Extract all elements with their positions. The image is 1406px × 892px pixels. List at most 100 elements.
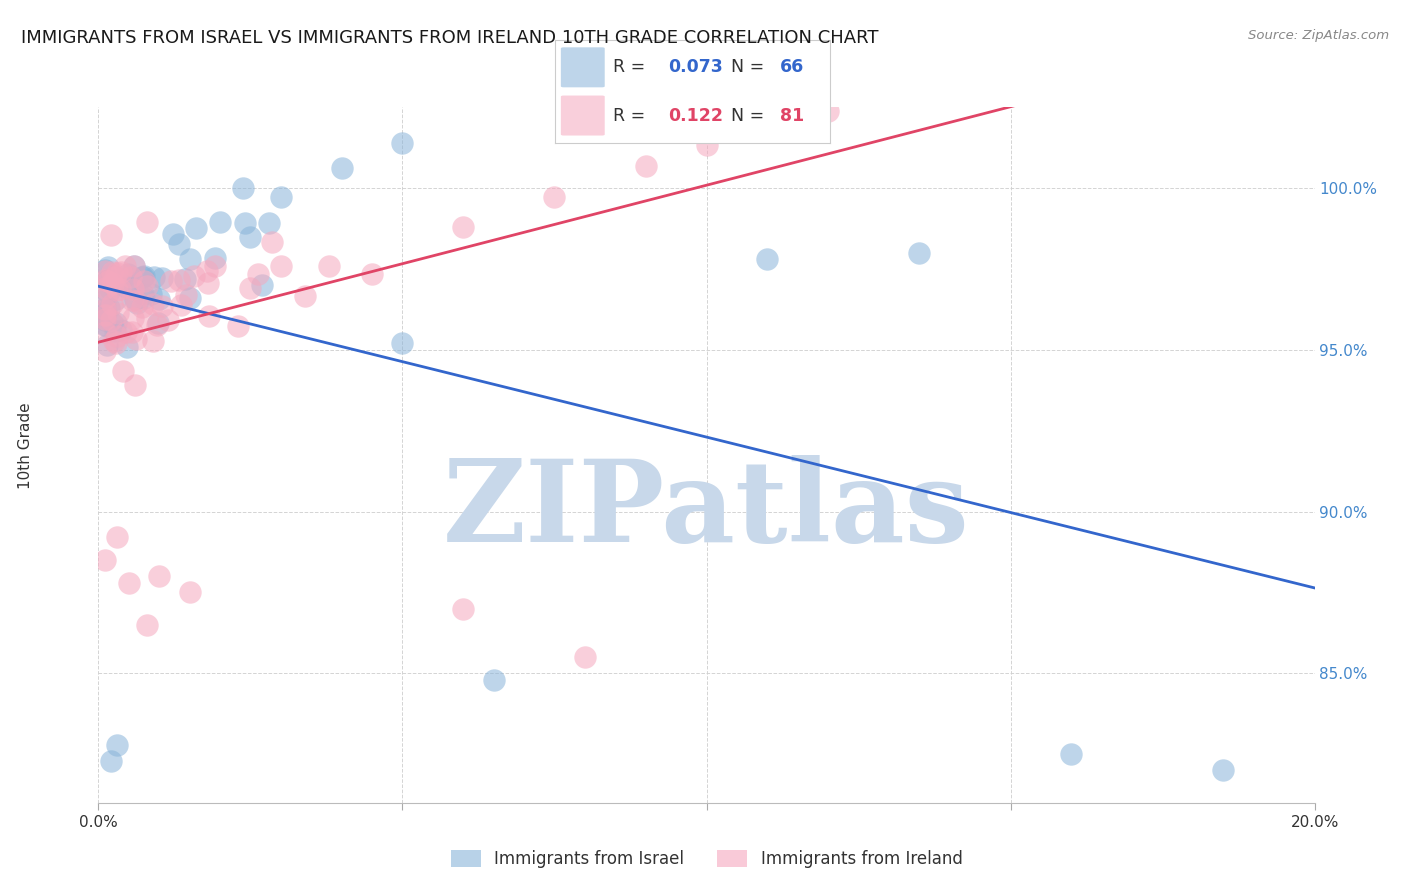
Point	[100, 313, 122, 327]
Point	[115, 340, 138, 354]
Point	[257, 217, 280, 231]
Point	[97, 272, 120, 286]
Point	[111, 364, 134, 378]
Point	[122, 259, 145, 273]
Point	[110, 272, 132, 286]
Point	[167, 237, 190, 252]
Point	[103, 334, 125, 348]
Point	[1182, 0, 1205, 9]
Point	[100, 227, 122, 242]
Point	[1060, 31, 1083, 45]
Point	[482, 673, 505, 687]
Point	[132, 287, 155, 301]
Point	[125, 333, 148, 347]
Text: 66: 66	[780, 58, 804, 77]
Point	[101, 297, 124, 311]
Point	[183, 269, 205, 284]
Point	[117, 267, 139, 281]
Point	[270, 190, 292, 204]
Point	[179, 252, 201, 267]
Point	[239, 230, 262, 244]
Point	[233, 216, 256, 230]
Point	[148, 569, 170, 583]
Point	[93, 281, 115, 295]
Point	[93, 302, 115, 317]
Point	[817, 104, 839, 119]
Point	[170, 298, 193, 312]
Point	[125, 296, 148, 310]
Point	[270, 259, 292, 273]
Point	[93, 263, 115, 277]
Point	[162, 227, 184, 241]
Point	[260, 235, 283, 249]
Point	[195, 264, 218, 278]
Point	[115, 280, 138, 294]
Point	[232, 181, 254, 195]
Point	[93, 343, 115, 358]
Point	[105, 738, 128, 752]
Point	[97, 274, 120, 288]
Point	[142, 334, 165, 348]
Point	[100, 754, 122, 768]
Point	[93, 308, 115, 322]
Point	[136, 279, 159, 293]
Point	[239, 281, 262, 295]
Point	[122, 310, 145, 325]
Point	[543, 190, 565, 204]
Point	[634, 159, 657, 173]
Point	[143, 270, 166, 285]
Point	[105, 317, 128, 331]
Text: N =: N =	[731, 58, 769, 77]
Point	[93, 312, 115, 326]
Point	[150, 299, 173, 313]
Point	[361, 267, 384, 281]
Point	[122, 282, 145, 296]
Point	[93, 553, 115, 567]
Point	[100, 276, 122, 290]
Point	[167, 273, 190, 287]
Point	[107, 306, 129, 320]
Point	[125, 294, 148, 309]
Point	[104, 324, 127, 338]
Point	[100, 265, 122, 279]
Point	[939, 68, 962, 82]
Text: IMMIGRANTS FROM ISRAEL VS IMMIGRANTS FROM IRELAND 10TH GRADE CORRELATION CHART: IMMIGRANTS FROM ISRAEL VS IMMIGRANTS FRO…	[21, 29, 879, 46]
Point	[114, 260, 136, 274]
Point	[174, 272, 197, 286]
Point	[179, 585, 201, 599]
FancyBboxPatch shape	[561, 47, 605, 87]
Point	[146, 318, 169, 332]
Point	[197, 310, 219, 324]
Point	[93, 301, 115, 316]
Point	[104, 336, 127, 351]
Point	[121, 277, 143, 291]
Point	[110, 282, 132, 296]
Point	[93, 272, 115, 286]
Point	[107, 266, 129, 280]
Point	[131, 270, 153, 285]
Legend: Immigrants from Israel, Immigrants from Ireland: Immigrants from Israel, Immigrants from …	[444, 843, 969, 874]
Text: R =: R =	[613, 106, 651, 125]
Point	[120, 270, 142, 285]
Point	[247, 267, 270, 281]
Point	[93, 318, 115, 332]
Point	[93, 325, 115, 339]
Point	[97, 285, 120, 300]
Point	[134, 291, 156, 305]
Text: 10th Grade: 10th Grade	[18, 402, 32, 490]
Point	[94, 290, 117, 304]
Point	[105, 531, 128, 545]
Point	[160, 274, 183, 288]
Text: 0.122: 0.122	[668, 106, 723, 125]
Point	[122, 260, 145, 274]
Point	[908, 245, 931, 260]
Point	[157, 313, 180, 327]
Point	[136, 617, 159, 632]
Point	[696, 137, 718, 152]
Point	[105, 328, 128, 343]
Point	[93, 293, 115, 307]
Point	[134, 274, 156, 288]
Point	[148, 293, 170, 307]
Text: 81: 81	[780, 106, 804, 125]
Point	[114, 325, 136, 339]
